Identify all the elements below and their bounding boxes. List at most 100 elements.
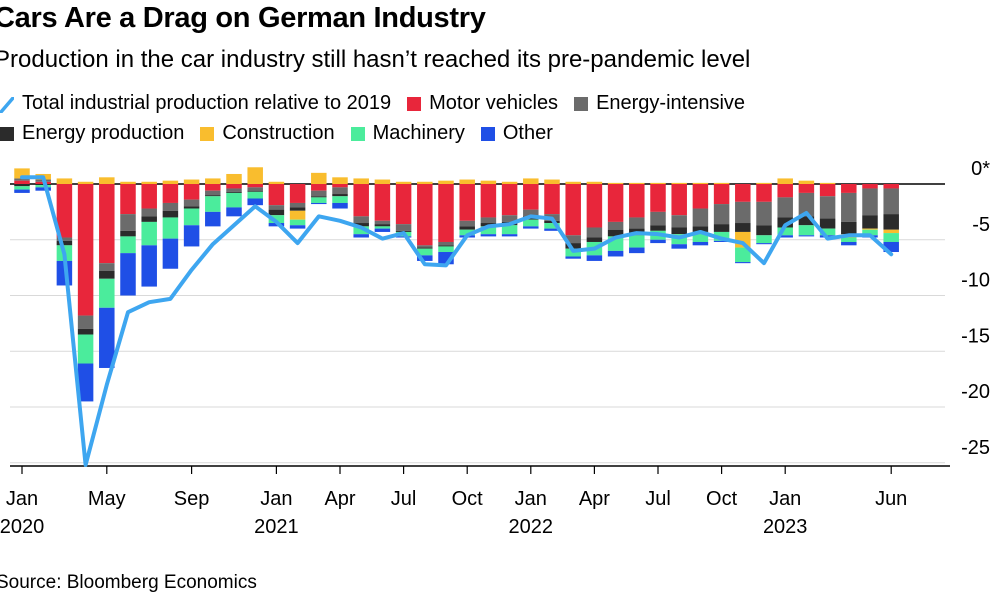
bar-segment bbox=[268, 215, 285, 224]
x-tick-year-label: 2023 bbox=[763, 516, 808, 538]
bar-segment bbox=[459, 179, 475, 184]
bar-segment bbox=[205, 196, 221, 212]
bar-segment bbox=[438, 241, 454, 246]
x-tick-year-label: 2020 bbox=[0, 516, 44, 538]
y-tick-label: -5 bbox=[972, 214, 990, 236]
bar-segment bbox=[332, 194, 348, 197]
bar-segment bbox=[798, 184, 815, 193]
bar-segment bbox=[501, 234, 518, 237]
legend-item-motor-vehicles: Motor vehicles bbox=[407, 92, 558, 115]
bar-segment bbox=[417, 184, 433, 246]
bar-segment bbox=[311, 172, 327, 184]
bar-segment bbox=[565, 235, 581, 244]
legend-label-construction: Construction bbox=[222, 122, 335, 144]
bar-segment bbox=[713, 224, 730, 232]
bar-segment bbox=[862, 229, 878, 236]
bar-segment bbox=[650, 211, 666, 226]
bar-segment bbox=[629, 184, 645, 218]
bar-segment bbox=[77, 184, 94, 316]
bar-segment bbox=[523, 178, 539, 184]
bar-segment bbox=[841, 221, 857, 235]
bar-segment bbox=[586, 237, 603, 242]
total-production-line bbox=[20, 175, 894, 467]
bar-segment bbox=[777, 235, 793, 238]
bar-segment bbox=[77, 328, 94, 335]
bar-segment bbox=[713, 182, 730, 184]
x-tick-label: Jul bbox=[645, 488, 671, 510]
bar-segment bbox=[756, 201, 772, 226]
bar-segment bbox=[713, 204, 730, 225]
bar-segment bbox=[692, 231, 709, 242]
bar-segment bbox=[353, 216, 369, 224]
bar-segment bbox=[459, 229, 475, 236]
bar-segment bbox=[607, 250, 624, 257]
bar-segment bbox=[56, 237, 73, 241]
bar-segment bbox=[247, 167, 263, 184]
bar-segment bbox=[353, 234, 369, 238]
bar-segment bbox=[650, 184, 666, 212]
bar-segment bbox=[713, 184, 730, 205]
x-tick-label: Oct bbox=[452, 488, 484, 510]
bar-segment bbox=[650, 182, 666, 184]
x-tick-label: Oct bbox=[706, 488, 738, 510]
bar-segment bbox=[777, 184, 793, 198]
x-tick-label: Apr bbox=[579, 488, 610, 510]
bar-segment bbox=[692, 226, 709, 232]
bar-segment bbox=[247, 187, 263, 191]
bar-segment bbox=[756, 235, 772, 244]
bar-segment bbox=[607, 229, 624, 237]
bar-segment bbox=[671, 182, 687, 184]
bar-segment bbox=[777, 178, 793, 184]
bar-segment bbox=[862, 188, 878, 216]
bar-segment bbox=[459, 184, 475, 221]
bar-segment bbox=[332, 184, 348, 188]
bar-segment bbox=[650, 239, 666, 244]
bar-segment bbox=[56, 178, 73, 184]
bar-segment bbox=[883, 241, 899, 253]
bar-segment bbox=[544, 223, 560, 229]
bar-segment bbox=[798, 192, 815, 217]
bar-segment bbox=[226, 191, 242, 193]
y-tick-label: -20 bbox=[961, 381, 990, 403]
bar-segment bbox=[353, 226, 369, 235]
bar-segment bbox=[862, 215, 878, 229]
bar-segment bbox=[162, 210, 179, 218]
bar-segment bbox=[35, 185, 51, 188]
bar-segment bbox=[586, 255, 603, 261]
bar-segment bbox=[438, 245, 454, 247]
bar-segment bbox=[56, 240, 73, 246]
bar-segment bbox=[162, 238, 179, 269]
bar-segment bbox=[183, 199, 200, 207]
x-tick-label: Jun bbox=[875, 488, 907, 510]
bar-segment bbox=[14, 178, 30, 181]
bar-segment bbox=[544, 184, 560, 215]
bar-segment bbox=[798, 180, 815, 184]
legend-label-energy-intensive: Energy-intensive bbox=[596, 92, 746, 114]
y-tick-label: -25 bbox=[961, 437, 990, 459]
bar-segment bbox=[141, 245, 157, 287]
bar-segment bbox=[671, 184, 687, 216]
bar-segment bbox=[77, 315, 94, 329]
bar-segment bbox=[332, 202, 348, 209]
bar-segment bbox=[417, 255, 433, 261]
bar-segment bbox=[692, 241, 709, 246]
bar-segment bbox=[247, 184, 263, 188]
bar-segment bbox=[332, 196, 348, 203]
bar-segment bbox=[289, 184, 306, 203]
legend-item-machinery: Machinery bbox=[350, 122, 465, 145]
bar-segment bbox=[777, 227, 793, 236]
bar-segment bbox=[586, 181, 603, 184]
bar-segment bbox=[883, 188, 899, 215]
bar-segment bbox=[480, 226, 497, 235]
bar-segment bbox=[205, 190, 221, 196]
bar-segment bbox=[183, 184, 200, 200]
bar-segment bbox=[141, 221, 157, 246]
bar-segment bbox=[14, 168, 30, 179]
bar-segment bbox=[841, 241, 857, 246]
bar-segment bbox=[735, 184, 751, 202]
y-tick-label: 0* bbox=[971, 158, 990, 180]
bar-segment bbox=[374, 226, 391, 229]
bar-segment bbox=[629, 217, 645, 229]
bar-segment bbox=[565, 256, 581, 259]
bar-segment bbox=[226, 173, 242, 184]
